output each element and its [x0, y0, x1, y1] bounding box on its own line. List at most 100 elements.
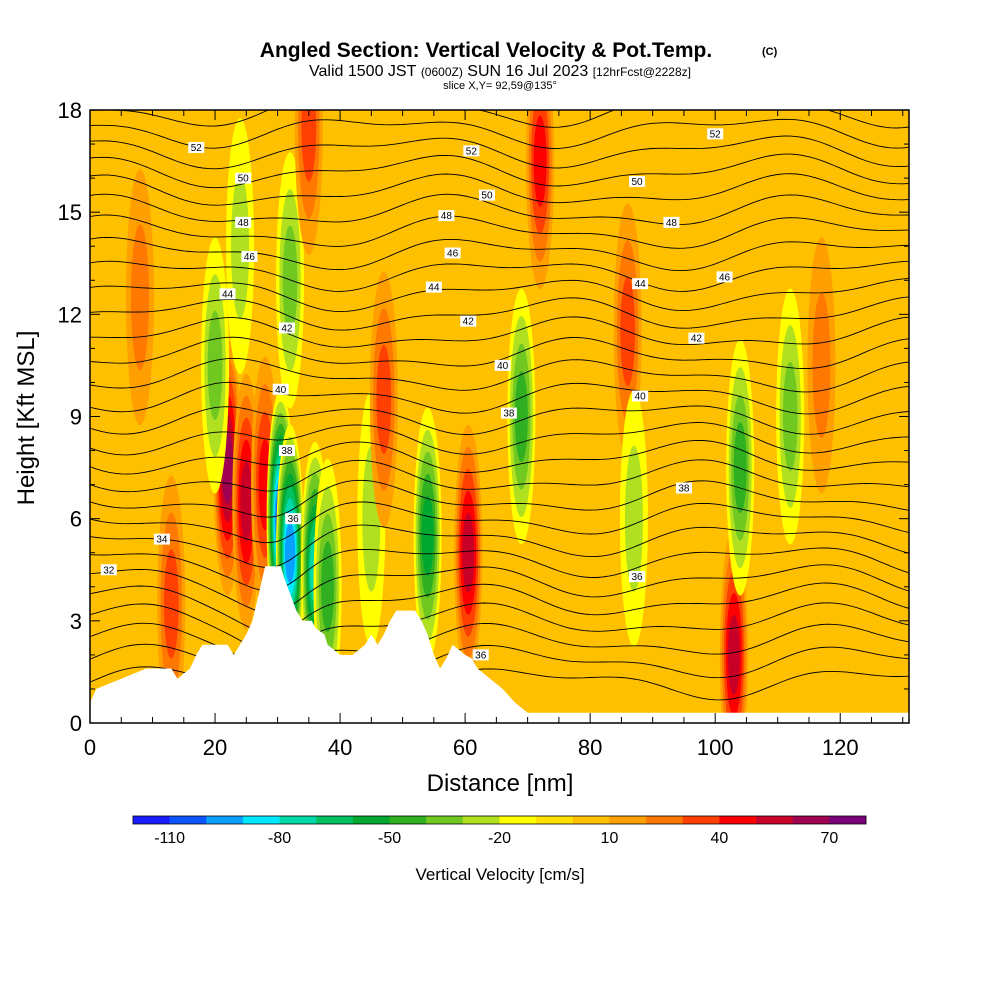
velocity-cell-21-2: [782, 361, 798, 472]
contour-label: 42: [463, 317, 475, 328]
colorbar-swatch: [792, 816, 830, 824]
contour-label-box: [472, 649, 489, 661]
colorbar-swatch: [352, 816, 390, 824]
colorbar-swatch: [756, 816, 793, 824]
theta-contour-28: [90, 110, 909, 129]
colorbar-swatch: [169, 816, 207, 824]
x-tick-label: 120: [822, 735, 859, 760]
contour-label-box: [444, 247, 461, 259]
colorbar-swatch: [682, 816, 720, 824]
contour-label: 46: [719, 272, 731, 283]
chart-subtitle: Valid 1500 JST (0600Z) SUN 16 Jul 2023 […: [309, 63, 691, 80]
velocity-cell-7-3: [321, 541, 335, 633]
theta-contour-7: [90, 524, 909, 568]
theta-contour-23: [90, 193, 909, 226]
colorbar-tick-label: 10: [601, 830, 619, 847]
velocity-cell-0-2: [163, 549, 179, 659]
velocity-cell-20-3: [733, 422, 747, 514]
theta-contour-22: [90, 214, 909, 249]
contour-label-box: [278, 322, 295, 334]
contour-label-box: [632, 390, 649, 402]
slice-info: slice X,Y= 92,59@135°: [443, 80, 557, 92]
contour-label: 34: [156, 535, 168, 546]
subtitle-date: SUN 16 Jul 2023: [467, 63, 588, 80]
contour-label-box: [629, 571, 646, 583]
contour-label-box: [438, 210, 455, 222]
contour-label-box: [219, 288, 236, 300]
contour-label: 50: [238, 174, 250, 185]
colorbar-swatch: [426, 816, 464, 824]
contour-label: 38: [281, 446, 293, 457]
contour-label-box: [716, 271, 733, 283]
colorbar-swatch: [316, 816, 354, 824]
contour-label-box: [188, 141, 205, 153]
colorbar-tick-label: 70: [820, 830, 838, 847]
contour-labels: 52 50 48 46 44 42 40 38 36 34 32 52 50 48 46 44 42 40 38 36…: [100, 128, 733, 661]
contour-label-box: [460, 315, 477, 327]
chart-title: Angled Section: Vertical Velocity & Pot.…: [260, 39, 712, 62]
chart-title-mark: (C): [762, 46, 778, 58]
x-axis: 0 20 40 60 80 100 120: [84, 110, 904, 760]
x-tick-label: 20: [203, 735, 227, 760]
subtitle-utc: (0600Z): [421, 65, 463, 79]
velocity-cell-12-2: [376, 344, 392, 455]
contour-label-box: [500, 407, 517, 419]
y-tick-label: 9: [70, 405, 82, 430]
theta-contour-18: [90, 296, 909, 331]
subtitle-valid: Valid 1500 JST: [309, 63, 417, 80]
colorbar-swatch: [389, 816, 427, 824]
contour-label: 48: [238, 218, 250, 229]
plot-area: 52 50 48 46 44 42 40 38 36 34 32 52 50 48 46 44 42 40 38 36…: [90, 110, 909, 723]
colorbar-tick-label: -80: [268, 830, 291, 847]
theta-contour-11: [90, 439, 909, 475]
theta-contour-12: [90, 422, 909, 456]
contour-label-box: [663, 216, 680, 228]
contour-label-box: [629, 176, 646, 188]
velocity-cell-2-4: [240, 461, 253, 542]
colorbar-swatch: [609, 816, 647, 824]
x-tick-label: 80: [578, 735, 602, 760]
theta-contour-8: [90, 501, 909, 544]
contour-label: 40: [497, 361, 509, 372]
colorbar-swatch: [646, 816, 684, 824]
contour-label-box: [272, 383, 289, 395]
contour-label: 32: [103, 565, 115, 576]
contour-label: 52: [191, 143, 203, 154]
y-tick-label: 12: [58, 302, 82, 327]
contour-label-box: [100, 564, 117, 576]
colorbar-swatch: [829, 816, 867, 824]
contour-label-box: [241, 250, 258, 262]
theta-contour-9: [90, 479, 909, 518]
contour-label-box: [285, 513, 302, 525]
contour-label-box: [235, 216, 252, 228]
contour-label: 36: [631, 572, 643, 583]
colorbar-swatch: [719, 816, 757, 824]
colorbar-frame: [132, 815, 867, 825]
contour-label: 52: [466, 146, 478, 157]
theta-contour-19: [90, 277, 909, 313]
contour-label: 44: [635, 279, 647, 290]
theta-contour-25: [90, 153, 909, 189]
contour-label: 40: [635, 392, 647, 403]
contour-label: 36: [288, 514, 300, 525]
theta-contour-20: [90, 260, 909, 292]
potential-temperature-contours: [90, 110, 909, 706]
contour-label-box: [153, 533, 170, 545]
x-axis-label: Distance [nm]: [427, 770, 574, 797]
colorbar-title: Vertical Velocity [cm/s]: [415, 865, 584, 884]
colorbar-tick-label: -20: [488, 830, 511, 847]
theta-contour-10: [90, 459, 909, 493]
contour-label: 44: [428, 283, 440, 294]
theta-contour-4: [90, 582, 909, 634]
velocity-cell-14-4: [462, 512, 475, 593]
contour-label-box: [278, 445, 295, 457]
velocity-cell-22-1: [812, 292, 831, 439]
velocity-cell-24-2: [301, 110, 317, 182]
contour-label-box: [494, 359, 511, 371]
colorbar-swatch: [499, 816, 537, 824]
theta-contour-6: [90, 547, 909, 592]
colorbar-swatch: [572, 816, 610, 824]
contour-label: 38: [678, 484, 690, 495]
colorbar-tick-label: -110: [154, 830, 185, 847]
theta-contour-26: [90, 135, 909, 170]
